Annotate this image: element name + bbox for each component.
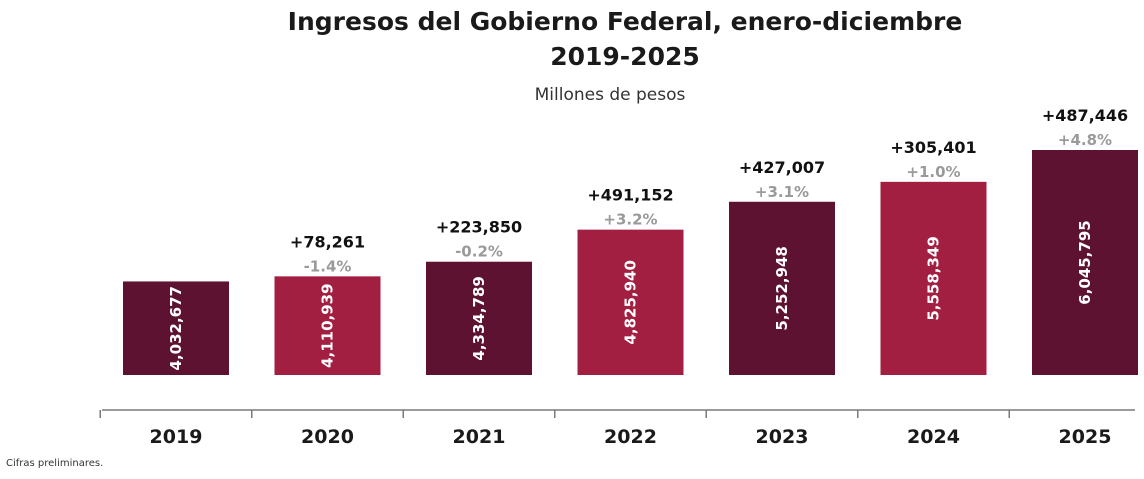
bar-2023 bbox=[729, 201, 835, 375]
bar-2021 bbox=[426, 261, 532, 375]
pct-label-2024: +1.0% bbox=[906, 163, 960, 181]
value-label-2024: 5,558,349 bbox=[925, 236, 943, 320]
footnote: Cifras preliminares. bbox=[6, 458, 104, 469]
bar-2020 bbox=[274, 276, 381, 375]
value-label-2022: 4,825,940 bbox=[622, 260, 640, 344]
diff-label-2020: +78,261 bbox=[290, 232, 365, 251]
value-label-2025: 6,045,795 bbox=[1076, 220, 1094, 304]
diff-label-2021: +223,850 bbox=[436, 218, 522, 237]
tick-label-2021: 2021 bbox=[453, 426, 506, 448]
value-label-2019: 4,032,677 bbox=[167, 286, 185, 370]
chart-subtitle: Millones de pesos bbox=[535, 85, 686, 105]
bar-2019 bbox=[123, 281, 229, 375]
tick-label-2019: 2019 bbox=[150, 426, 203, 448]
pct-label-2023: +3.1% bbox=[755, 183, 809, 201]
value-label-2020: 4,110,939 bbox=[319, 283, 337, 367]
pct-label-2020: -1.4% bbox=[304, 257, 352, 275]
bar-2022 bbox=[577, 229, 684, 375]
bar-2025 bbox=[1032, 150, 1138, 375]
chart-title-line-2: 2019-2025 bbox=[550, 42, 700, 71]
value-label-2021: 4,334,789 bbox=[470, 276, 488, 360]
diff-label-2022: +491,152 bbox=[587, 186, 673, 205]
tick-label-2022: 2022 bbox=[604, 426, 657, 448]
diff-label-2023: +427,007 bbox=[739, 158, 825, 177]
value-label-2023: 5,252,948 bbox=[773, 246, 791, 330]
tick-label-2020: 2020 bbox=[301, 426, 354, 448]
x-axis: 2019 2020 2021 2022 2023 2024 2025 bbox=[99, 409, 1135, 448]
pct-label-2025: +4.8% bbox=[1058, 131, 1112, 149]
diff-label-2024: +305,401 bbox=[890, 138, 976, 157]
diff-label-2025: +487,446 bbox=[1042, 106, 1128, 125]
pct-label-2022: +3.2% bbox=[603, 211, 657, 229]
tick-label-2024: 2024 bbox=[907, 426, 960, 448]
bars-group: 4,032,677 4,110,939 -1.4% +78,261 4,334,789 -… bbox=[123, 106, 1138, 375]
tick-label-2023: 2023 bbox=[756, 426, 809, 448]
chart-title-line-1: Ingresos del Gobierno Federal, enero-dic… bbox=[288, 7, 963, 36]
pct-label-2021: -0.2% bbox=[455, 243, 503, 261]
bar-2024 bbox=[880, 181, 987, 375]
tick-label-2025: 2025 bbox=[1059, 426, 1112, 448]
